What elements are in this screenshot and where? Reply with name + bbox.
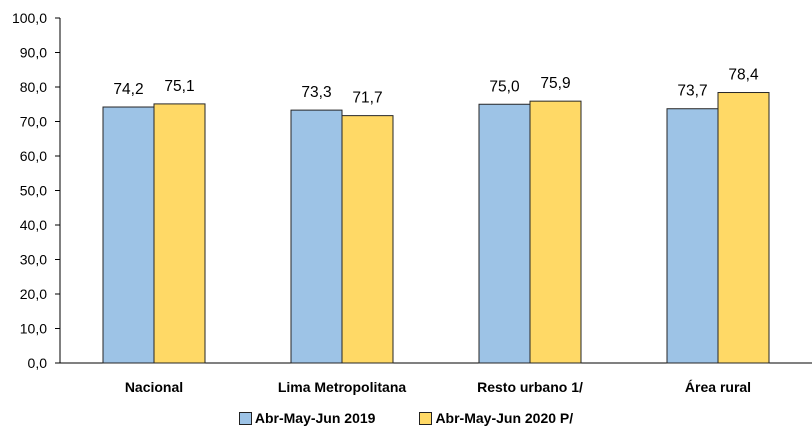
bar-area-rural-2020 xyxy=(717,92,770,364)
bar-area-rural-2019 xyxy=(666,108,719,364)
legend-item-2019: Abr-May-Jun 2019 xyxy=(238,410,376,426)
data-label-area-rural-2020: 78,4 xyxy=(728,67,759,84)
y-tick-label: 90,0 xyxy=(20,45,47,61)
legend-swatch-2019 xyxy=(238,411,252,425)
y-tick-label: 0,0 xyxy=(28,355,48,371)
legend-label-2019: Abr-May-Jun 2019 xyxy=(254,410,376,426)
bar-resto-urbano-2019 xyxy=(478,103,531,364)
y-tick-label: 50,0 xyxy=(20,183,47,199)
x-category-label-resto-urbano: Resto urbano 1/ xyxy=(477,379,583,395)
bar-nacional-2020 xyxy=(153,103,206,364)
y-tick-label: 10,0 xyxy=(20,321,47,337)
y-tick-label: 60,0 xyxy=(20,148,47,164)
legend-item-2020: Abr-May-Jun 2020 P/ xyxy=(419,410,573,426)
bar-lima-metropolitana-2019 xyxy=(290,109,343,364)
data-label-lima-metropolitana-2020: 71,7 xyxy=(352,90,382,107)
y-tick-label: 100,0 xyxy=(12,10,47,26)
data-label-nacional-2020: 75,1 xyxy=(164,78,194,95)
legend: Abr-May-Jun 2019 Abr-May-Jun 2020 P/ xyxy=(0,410,812,426)
legend-label-2020: Abr-May-Jun 2020 P/ xyxy=(435,410,574,426)
y-tick-label: 40,0 xyxy=(20,217,47,233)
x-category-label-lima-metropolitana: Lima Metropolitana xyxy=(278,379,407,395)
x-category-label-nacional: Nacional xyxy=(125,379,183,395)
y-tick-label: 30,0 xyxy=(20,252,47,268)
bar-resto-urbano-2020 xyxy=(529,100,582,364)
bar-nacional-2019 xyxy=(102,106,155,364)
data-label-resto-urbano-2019: 75,0 xyxy=(489,78,520,95)
y-tick-label: 80,0 xyxy=(20,79,47,95)
data-label-resto-urbano-2020: 75,9 xyxy=(540,75,570,92)
x-category-label-area-rural: Área rural xyxy=(685,379,751,395)
data-label-lima-metropolitana-2019: 73,3 xyxy=(301,84,331,101)
data-label-nacional-2019: 74,2 xyxy=(113,81,143,98)
data-label-area-rural-2019: 73,7 xyxy=(677,83,707,100)
y-tick-label: 20,0 xyxy=(20,286,47,302)
legend-swatch-2020 xyxy=(419,411,433,425)
y-tick-label: 70,0 xyxy=(20,114,47,130)
bar-lima-metropolitana-2020 xyxy=(341,115,394,364)
